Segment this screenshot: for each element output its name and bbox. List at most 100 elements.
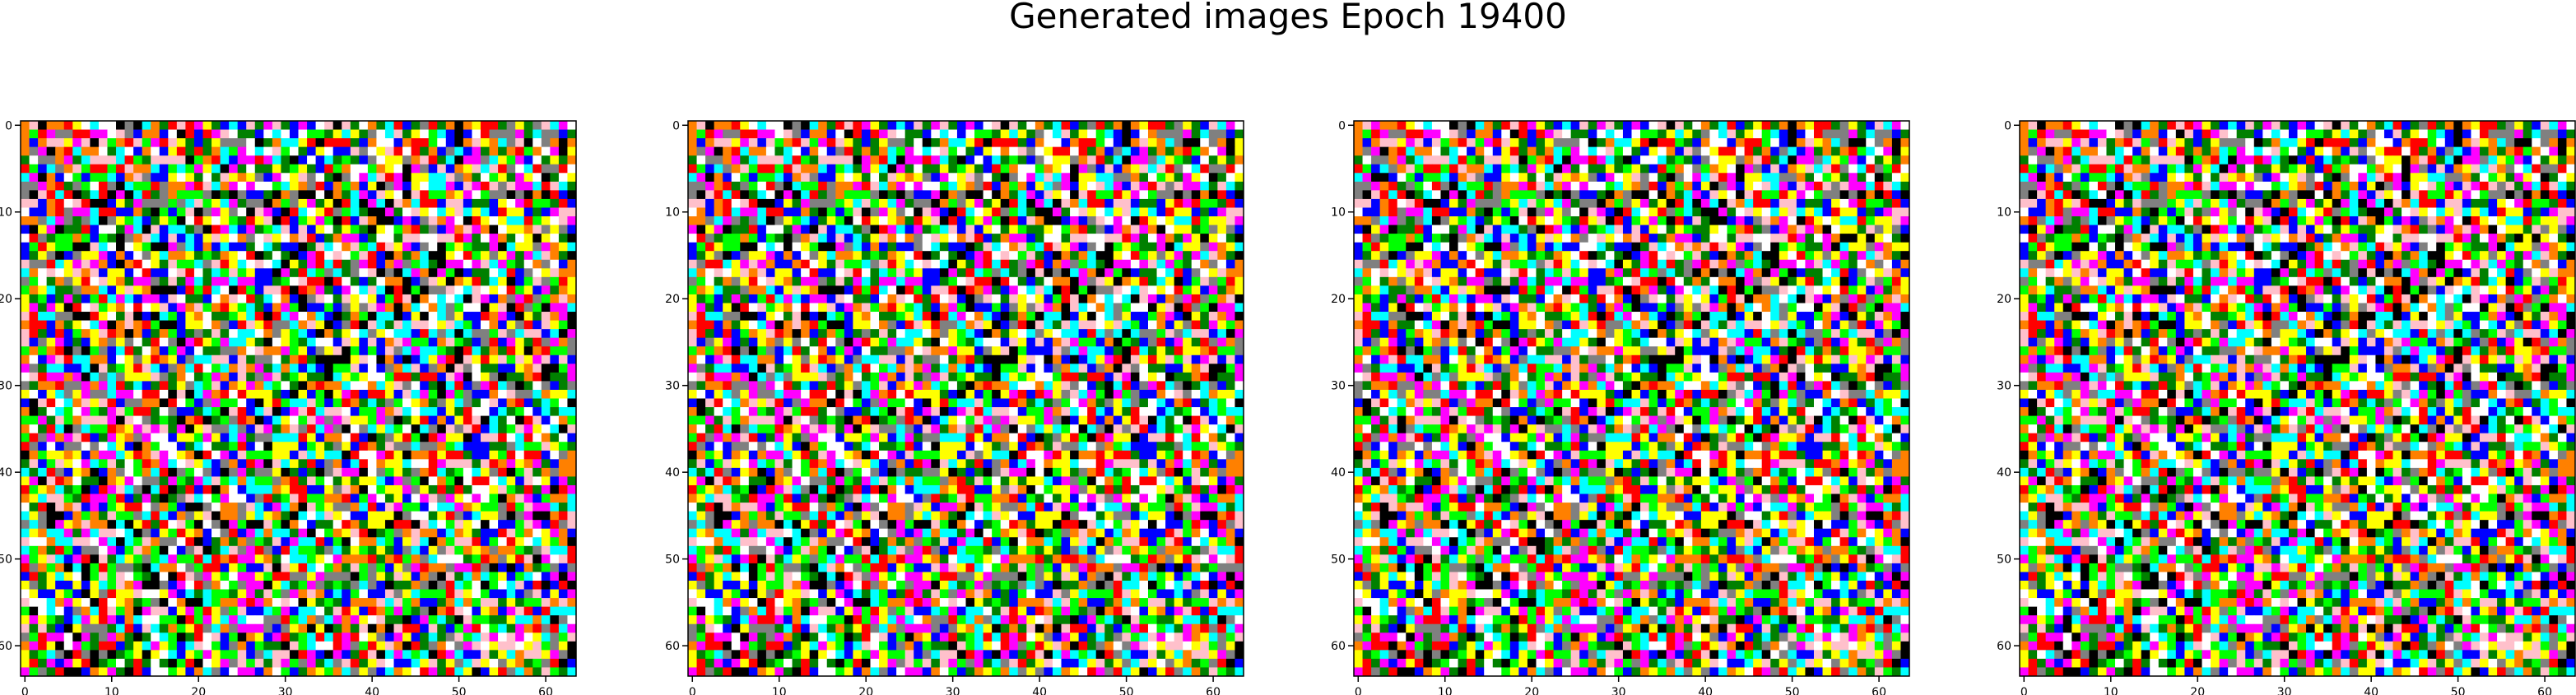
pixel-cell (332, 146, 342, 156)
pixel-cell (246, 450, 256, 460)
pixel-cell (463, 407, 472, 416)
pixel-cell (159, 216, 169, 225)
pixel-cell (124, 650, 134, 660)
pixel-cell (142, 598, 151, 608)
pixel-cell (445, 207, 455, 217)
pixel-cell (498, 259, 508, 269)
pixel-cell (567, 632, 577, 642)
pixel-cell (411, 641, 421, 651)
pixel-cell (844, 138, 853, 148)
pixel-cell (809, 234, 819, 243)
pixel-cell (723, 146, 732, 156)
pixel-cell (480, 173, 490, 183)
pixel-cell (1191, 164, 1201, 174)
pixel-cell (420, 146, 430, 156)
pixel-cell (21, 364, 30, 373)
pixel-cell (376, 424, 386, 434)
pixel-cell (168, 572, 178, 581)
pixel-cell (1113, 216, 1123, 225)
pixel-cell (281, 520, 291, 530)
pixel-cell (914, 234, 923, 243)
pixel-cell (332, 632, 342, 642)
pixel-cell (445, 276, 455, 286)
pixel-cell (498, 155, 508, 165)
pixel-cell (1070, 173, 1080, 183)
pixel-cell (116, 503, 125, 512)
pixel-cell (246, 667, 256, 677)
pixel-cell (263, 329, 273, 339)
pixel-cell (46, 528, 56, 538)
pixel-cell (1061, 207, 1071, 217)
pixel-cell (220, 346, 230, 356)
pixel-cell (116, 615, 125, 625)
pixel-cell (515, 389, 525, 399)
pixel-cell (220, 173, 230, 183)
pixel-cell (437, 364, 447, 373)
pixel-cell (142, 658, 151, 668)
pixel-cell (254, 198, 264, 208)
pixel-cell (359, 537, 369, 547)
pixel-cell (272, 312, 281, 321)
pixel-cell (393, 207, 403, 217)
pixel-cell (212, 268, 221, 278)
pixel-cell (463, 381, 472, 391)
pixel-cell (523, 320, 533, 330)
pixel-cell (142, 667, 151, 677)
pixel-cell (90, 598, 100, 608)
pixel-cell (1183, 198, 1193, 208)
pixel-cell (506, 285, 516, 295)
pixel-cell (81, 155, 91, 165)
pixel-cell (159, 467, 169, 477)
pixel-cell (272, 545, 281, 555)
pixel-cell (480, 442, 490, 452)
pixel-cell (463, 658, 472, 668)
pixel-cell (116, 589, 125, 599)
pixel-cell (714, 164, 723, 174)
pixel-cell (402, 442, 412, 452)
pixel-cell (1087, 164, 1097, 174)
pixel-cell (1165, 181, 1175, 191)
pixel-cell (809, 173, 819, 183)
pixel-cell (220, 207, 230, 217)
pixel-cell (1156, 225, 1166, 234)
pixel-cell (411, 424, 421, 434)
pixel-cell (359, 398, 369, 408)
pixel-cell (714, 198, 723, 208)
pixel-cell (1122, 198, 1132, 208)
pixel-cell (237, 554, 247, 564)
pixel-cell (567, 329, 577, 339)
y-tick-label: 0 (5, 119, 12, 132)
pixel-cell (202, 354, 212, 364)
pixel-cell (237, 303, 247, 313)
pixel-cell (202, 294, 212, 303)
pixel-cell (81, 580, 91, 590)
pixel-cell (835, 181, 845, 191)
pixel-cell (437, 303, 447, 313)
pixel-cell (315, 181, 325, 191)
pixel-cell (532, 476, 542, 486)
pixel-cell (1147, 216, 1157, 225)
pixel-cell (46, 503, 56, 512)
pixel-cell (254, 173, 264, 183)
pixel-cell (332, 285, 342, 295)
pixel-cell (168, 164, 178, 174)
pixel-cell (498, 234, 508, 243)
pixel-cell (237, 329, 247, 339)
pixel-cell (1061, 181, 1071, 191)
pixel-cell (307, 667, 316, 677)
pixel-cell (420, 216, 430, 225)
pixel-cell (402, 537, 412, 547)
pixel-cell (176, 337, 186, 347)
pixel-cell (281, 398, 291, 408)
pixel-cell (202, 364, 212, 373)
pixel-cell (229, 650, 239, 660)
pixel-cell (159, 606, 169, 616)
pixel-cell (992, 216, 1002, 225)
pixel-cell (116, 381, 125, 391)
pixel-cell (445, 251, 455, 261)
pixel-cell (142, 641, 151, 651)
pixel-cell (922, 164, 932, 174)
pixel-cell (350, 424, 360, 434)
pixel-cell (315, 407, 325, 416)
pixel-cell (168, 268, 178, 278)
